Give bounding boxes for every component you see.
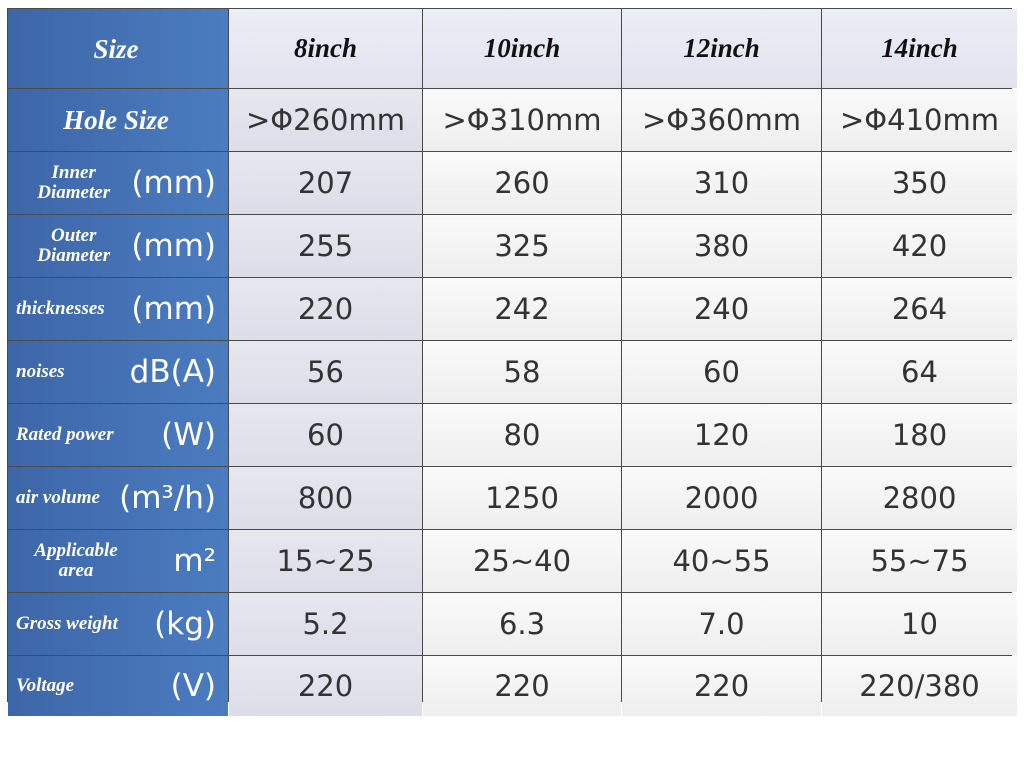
data-cell: 264 — [822, 278, 1017, 340]
data-cell: 55~75 — [822, 530, 1017, 592]
data-cell: 220 — [229, 278, 422, 340]
row-label: Hole Size — [63, 105, 169, 135]
row-unit: (V) — [170, 668, 216, 704]
row-label-cell: Voltage (V) — [8, 656, 228, 716]
data-cell: >Φ260mm — [229, 89, 422, 151]
data-cell: 2000 — [622, 467, 821, 529]
header-cell: 10inch — [423, 9, 621, 88]
header-cell: Size — [8, 9, 228, 88]
row-label-cell: Gross weight (kg) — [8, 593, 228, 655]
data-cell: 350 — [822, 152, 1017, 214]
data-cell: >Φ410mm — [822, 89, 1017, 151]
data-cell: 260 — [423, 152, 621, 214]
header-cell: 14inch — [822, 9, 1017, 88]
row-label-cell: noises dB(A) — [8, 341, 228, 403]
header-label: Size — [93, 33, 139, 64]
data-cell: 380 — [622, 215, 821, 277]
row-label-cell: Applicable area m² — [8, 530, 228, 592]
data-cell: 242 — [423, 278, 621, 340]
data-cell: 220 — [229, 656, 422, 716]
data-cell: 180 — [822, 404, 1017, 466]
data-cell: 64 — [822, 341, 1017, 403]
row-label: air volume — [16, 487, 100, 508]
data-cell: 800 — [229, 467, 422, 529]
header-cell: 12inch — [622, 9, 821, 88]
data-cell: 255 — [229, 215, 422, 277]
data-cell: 1250 — [423, 467, 621, 529]
row-label-cell: Inner Diameter (mm) — [8, 152, 228, 214]
data-cell: 80 — [423, 404, 621, 466]
data-cell: 207 — [229, 152, 422, 214]
data-cell: 325 — [423, 215, 621, 277]
row-label: noises — [16, 361, 65, 382]
row-unit: dB(A) — [129, 354, 216, 390]
data-cell: 58 — [423, 341, 621, 403]
data-cell: 220 — [423, 656, 621, 716]
data-cell: 6.3 — [423, 593, 621, 655]
data-cell: 40~55 — [622, 530, 821, 592]
data-cell: >Φ310mm — [423, 89, 621, 151]
header-cell: 8inch — [229, 9, 422, 88]
data-cell: 56 — [229, 341, 422, 403]
row-unit: m² — [173, 543, 216, 579]
row-unit: (mm) — [131, 291, 216, 327]
row-label: thicknesses — [16, 298, 105, 319]
row-unit: (kg) — [154, 606, 216, 642]
row-label: Outer Diameter — [37, 225, 111, 266]
data-cell: 120 — [622, 404, 821, 466]
data-cell: 5.2 — [229, 593, 422, 655]
data-cell: >Φ360mm — [622, 89, 821, 151]
row-label: Rated power — [16, 424, 114, 445]
row-label-cell: Outer Diameter (mm) — [8, 215, 228, 277]
data-cell: 220 — [622, 656, 821, 716]
data-cell: 60 — [229, 404, 422, 466]
row-label-cell: air volume (m³/h) — [8, 467, 228, 529]
data-cell: 240 — [622, 278, 821, 340]
row-unit: (m³/h) — [119, 480, 216, 516]
data-cell: 25~40 — [423, 530, 621, 592]
row-label: Inner Diameter — [37, 162, 111, 203]
row-label: Gross weight — [16, 613, 118, 634]
row-label-cell: Rated power (W) — [8, 404, 228, 466]
row-unit: (mm) — [131, 165, 216, 201]
row-label-cell: thicknesses (mm) — [8, 278, 228, 340]
data-cell: 15~25 — [229, 530, 422, 592]
data-cell: 2800 — [822, 467, 1017, 529]
data-cell: 60 — [622, 341, 821, 403]
row-label: Voltage — [16, 675, 75, 696]
row-label: Applicable area — [34, 540, 118, 581]
data-cell: 310 — [622, 152, 821, 214]
data-cell: 420 — [822, 215, 1017, 277]
spec-table: Size 8inch 10inch 12inch 14inch Hole Size >Φ26… — [7, 8, 1017, 716]
data-cell: 7.0 — [622, 593, 821, 655]
row-unit: (mm) — [131, 228, 216, 264]
row-unit: (W) — [161, 417, 216, 453]
data-cell: 10 — [822, 593, 1017, 655]
row-label-cell: Hole Size — [8, 89, 228, 151]
data-cell: 220/380 — [822, 656, 1017, 716]
